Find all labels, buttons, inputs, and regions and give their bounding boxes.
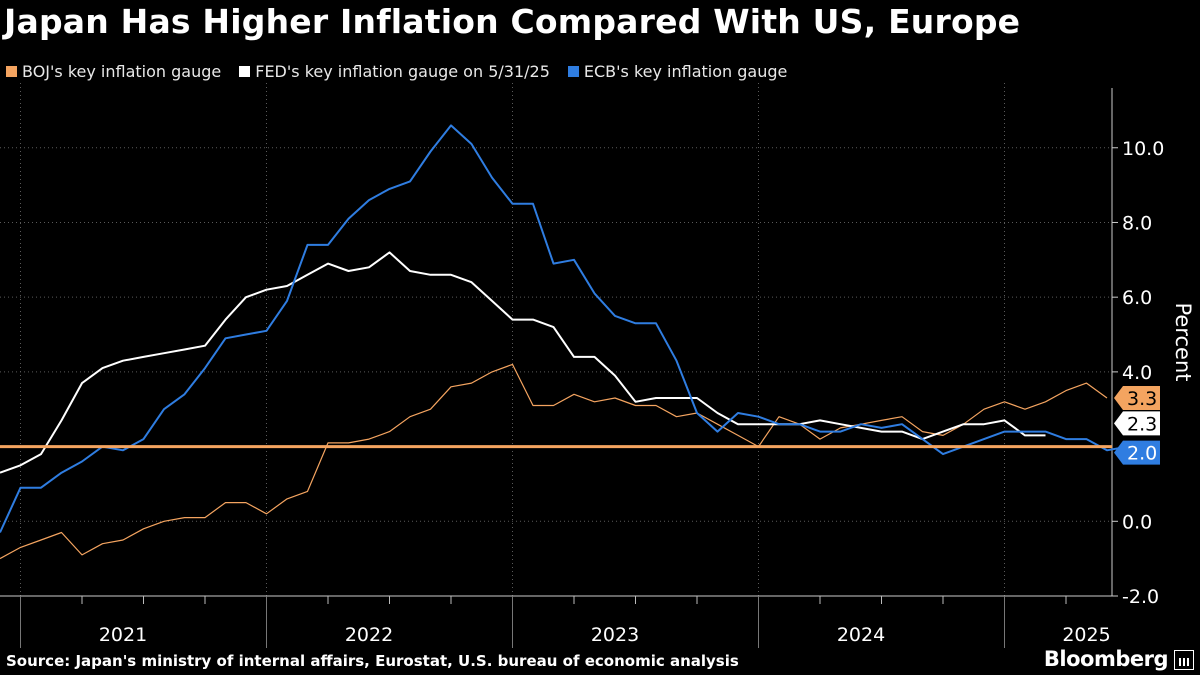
chart-title: Japan Has Higher Inflation Compared With… — [4, 2, 1021, 41]
x-tick-label: 2023 — [591, 624, 639, 646]
legend-swatch-fed — [239, 65, 251, 77]
end-label-tag — [1114, 411, 1160, 436]
legend: BOJ's key inflation gauge FED's key infl… — [6, 60, 787, 82]
end-labels: 2.0 3.3 2.3 — [1114, 386, 1160, 465]
legend-swatch-ecb — [567, 65, 579, 77]
series-group — [0, 124, 1128, 560]
axes: -2.0 0.0 4.0 6.0 8.0 10.0 2021 2022 2023 2024 2025 — [0, 88, 1164, 648]
y-tick-label: 8.0 — [1122, 212, 1152, 234]
legend-label-boj: BOJ's key inflation gauge — [22, 61, 222, 81]
end-label-tag — [1114, 386, 1160, 411]
series-line-ecb — [0, 124, 1128, 533]
end-label-value: 3.3 — [1127, 388, 1157, 410]
y-tick-label: -2.0 — [1122, 586, 1159, 608]
source-note: Source: Japan's ministry of internal aff… — [6, 652, 739, 670]
legend-label-fed: FED's key inflation gauge on 5/31/25 — [255, 61, 550, 81]
series-line-boj — [0, 363, 1108, 560]
x-tick-label: 2025 — [1062, 624, 1110, 646]
legend-item-fed: FED's key inflation gauge on 5/31/25 — [239, 62, 550, 81]
y-tick-label: 6.0 — [1122, 287, 1152, 309]
legend-item-boj: BOJ's key inflation gauge — [6, 62, 221, 81]
end-label-value: 2.3 — [1127, 413, 1157, 435]
legend-swatch-boj — [6, 65, 17, 77]
x-tick-label: 2021 — [99, 624, 147, 646]
legend-item-ecb: ECB's key inflation gauge — [567, 61, 788, 81]
legend-label-ecb: ECB's key inflation gauge — [583, 61, 788, 81]
x-tick-label: 2022 — [345, 624, 393, 646]
y-tick-label: 10.0 — [1122, 138, 1164, 160]
y-tick-label: 0.0 — [1122, 511, 1152, 533]
series-line-fed — [0, 251, 1046, 474]
end-label-value: 2.0 — [1127, 443, 1157, 465]
bloomberg-terminal-icon — [1174, 650, 1194, 670]
grid — [0, 83, 1112, 597]
y-tick-label: 4.0 — [1122, 362, 1152, 384]
x-tick-label: 2024 — [837, 624, 885, 646]
end-label-tag — [1114, 440, 1160, 465]
y-axis-label: Percent — [1171, 302, 1195, 381]
bloomberg-logo: Bloomberg — [1043, 647, 1169, 671]
